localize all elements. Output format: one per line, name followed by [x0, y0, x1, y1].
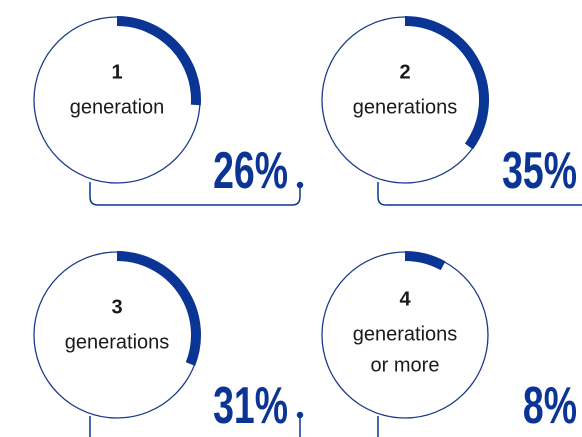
connector-dot: [296, 181, 304, 189]
category-label: or more: [371, 354, 440, 376]
category-number: 4: [399, 288, 411, 310]
value-label-group: 31%: [213, 376, 288, 435]
category-number: 1: [111, 61, 122, 83]
gauge-arc: [116, 16, 201, 106]
connectors: [89, 181, 582, 437]
category-label: generation: [70, 96, 165, 118]
category-label: generations: [65, 331, 170, 353]
value-label: 8%: [523, 376, 577, 435]
value-label: 35%: [502, 141, 577, 200]
value-label-group: 8%: [523, 376, 577, 435]
value-label-group: 35%: [502, 141, 577, 200]
connector: [89, 182, 301, 206]
gauge-arc: [116, 251, 201, 366]
connector-dot: [296, 411, 304, 419]
value-label-group: 26%: [213, 141, 288, 200]
value-label: 31%: [213, 376, 288, 435]
category-number: 2: [399, 61, 410, 83]
category-label: generations: [353, 96, 458, 118]
gauge-arc: [404, 16, 489, 150]
value-label: 26%: [213, 141, 288, 200]
category-number: 3: [111, 296, 122, 318]
connector: [377, 182, 582, 206]
category-label: generations: [353, 323, 458, 345]
gauge-arc: [404, 251, 446, 271]
